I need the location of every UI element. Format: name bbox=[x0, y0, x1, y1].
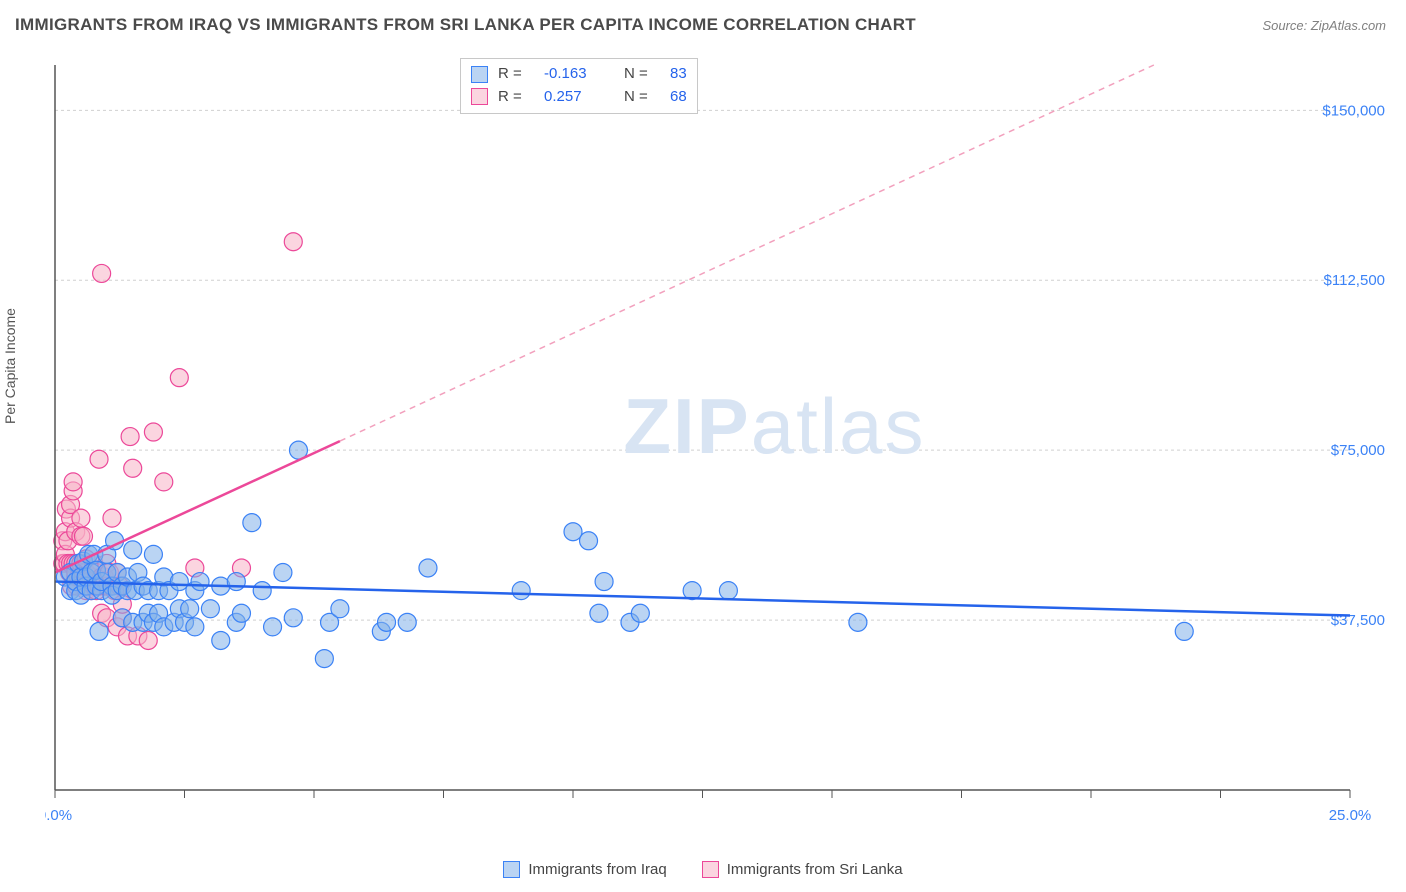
y-axis-label: Per Capita Income bbox=[2, 308, 18, 424]
legend-item: Immigrants from Iraq bbox=[503, 861, 666, 878]
chart-title: IMMIGRANTS FROM IRAQ VS IMMIGRANTS FROM … bbox=[15, 15, 916, 35]
svg-text:$150,000: $150,000 bbox=[1322, 102, 1385, 119]
r-label: R = bbox=[498, 63, 534, 86]
legend-label: Immigrants from Iraq bbox=[528, 861, 666, 878]
stats-row: R = 0.257 N = 68 bbox=[471, 86, 687, 109]
n-value: 68 bbox=[670, 86, 687, 109]
r-value: -0.163 bbox=[544, 63, 614, 86]
svg-text:$75,000: $75,000 bbox=[1331, 442, 1385, 459]
swatch-icon bbox=[702, 861, 719, 878]
stats-row: R = -0.163 N = 83 bbox=[471, 63, 687, 86]
r-value: 0.257 bbox=[544, 86, 614, 109]
swatch-icon bbox=[471, 66, 488, 83]
legend-item: Immigrants from Sri Lanka bbox=[702, 861, 903, 878]
n-value: 83 bbox=[670, 63, 687, 86]
svg-text:ZIPatlas: ZIPatlas bbox=[623, 382, 925, 470]
scatter-chart: $37,500$75,000$112,500$150,000ZIPatlas0.… bbox=[45, 55, 1390, 835]
bottom-legend: Immigrants from Iraq Immigrants from Sri… bbox=[0, 861, 1406, 878]
svg-text:$112,500: $112,500 bbox=[1324, 272, 1385, 289]
swatch-icon bbox=[503, 861, 520, 878]
r-label: R = bbox=[498, 86, 534, 109]
svg-text:0.0%: 0.0% bbox=[45, 807, 72, 824]
swatch-icon bbox=[471, 88, 488, 105]
stats-legend: R = -0.163 N = 83 R = 0.257 N = 68 bbox=[460, 58, 698, 114]
svg-text:25.0%: 25.0% bbox=[1329, 807, 1372, 824]
n-label: N = bbox=[624, 86, 660, 109]
source-label: Source: ZipAtlas.com bbox=[1262, 18, 1386, 33]
legend-label: Immigrants from Sri Lanka bbox=[727, 861, 903, 878]
n-label: N = bbox=[624, 63, 660, 86]
